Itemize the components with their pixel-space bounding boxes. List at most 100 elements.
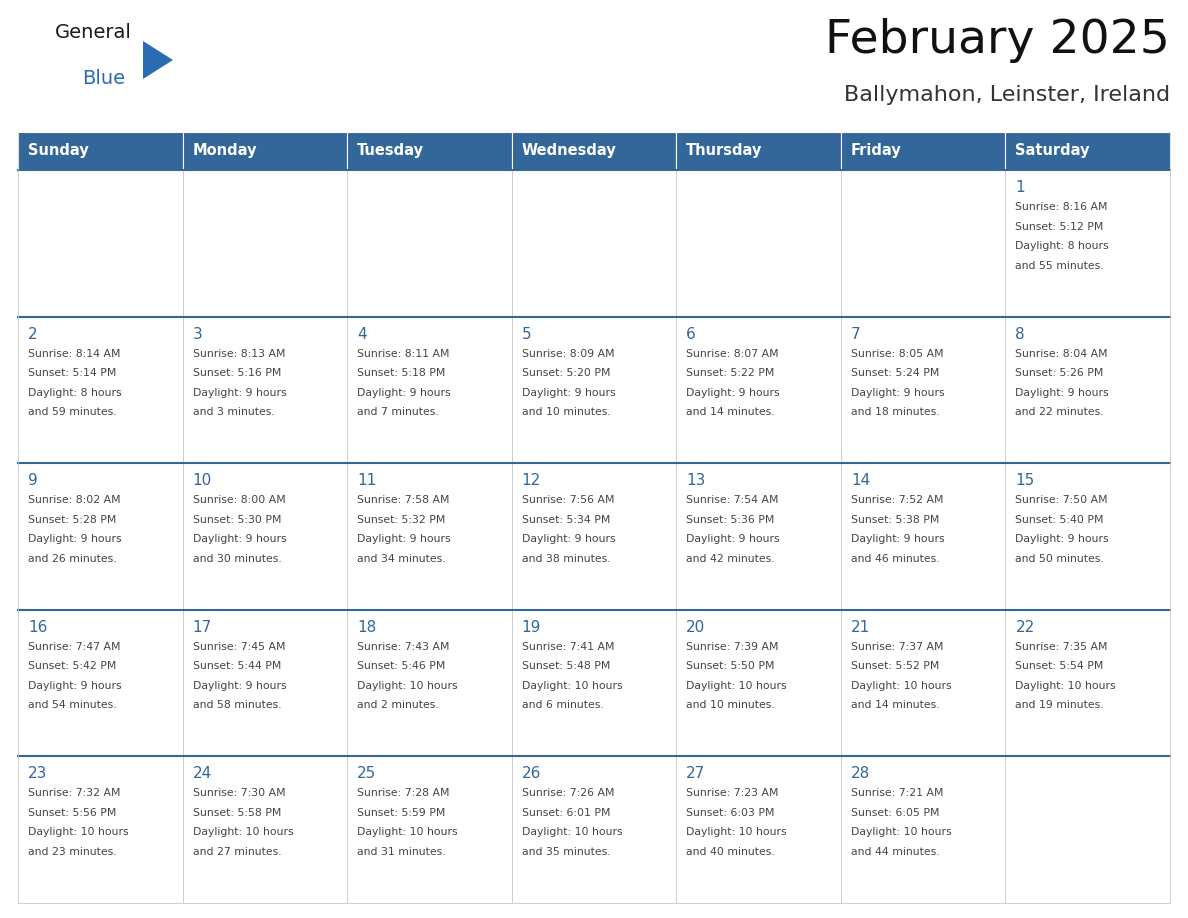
Bar [512, 756, 676, 903]
Text: Daylight: 10 hours: Daylight: 10 hours [1016, 681, 1116, 691]
Bar [18, 464, 183, 610]
Bar [18, 756, 183, 903]
Text: Sunset: 5:54 PM: Sunset: 5:54 PM [1016, 661, 1104, 671]
Text: Sunset: 5:16 PM: Sunset: 5:16 PM [192, 368, 280, 378]
Bar [512, 610, 676, 756]
Text: Sunset: 5:52 PM: Sunset: 5:52 PM [851, 661, 940, 671]
Text: Sunrise: 8:16 AM: Sunrise: 8:16 AM [1016, 202, 1108, 212]
Text: Daylight: 10 hours: Daylight: 10 hours [522, 827, 623, 837]
Text: 13: 13 [687, 473, 706, 488]
Text: Sunset: 5:18 PM: Sunset: 5:18 PM [358, 368, 446, 378]
Text: Sunset: 5:22 PM: Sunset: 5:22 PM [687, 368, 775, 378]
Text: Daylight: 10 hours: Daylight: 10 hours [687, 681, 786, 691]
Text: 5: 5 [522, 327, 531, 341]
Bar [676, 464, 841, 610]
Bar [841, 317, 1005, 464]
Bar [512, 464, 676, 610]
Text: and 31 minutes.: and 31 minutes. [358, 847, 446, 856]
Text: and 23 minutes.: and 23 minutes. [29, 847, 116, 856]
Text: Sunrise: 8:00 AM: Sunrise: 8:00 AM [192, 495, 285, 505]
Text: Daylight: 9 hours: Daylight: 9 hours [192, 387, 286, 397]
Text: Monday: Monday [192, 143, 257, 159]
Text: 26: 26 [522, 767, 541, 781]
Text: 7: 7 [851, 327, 860, 341]
Text: Sunrise: 8:04 AM: Sunrise: 8:04 AM [1016, 349, 1108, 359]
Text: Ballymahon, Leinster, Ireland: Ballymahon, Leinster, Ireland [843, 85, 1170, 105]
Bar [183, 317, 347, 464]
Text: Sunset: 5:48 PM: Sunset: 5:48 PM [522, 661, 611, 671]
Text: 1: 1 [1016, 180, 1025, 195]
Bar [1005, 756, 1170, 903]
Text: and 14 minutes.: and 14 minutes. [851, 700, 940, 711]
Text: Sunset: 5:20 PM: Sunset: 5:20 PM [522, 368, 611, 378]
Text: and 50 minutes.: and 50 minutes. [1016, 554, 1104, 564]
Text: Sunrise: 7:47 AM: Sunrise: 7:47 AM [29, 642, 120, 652]
Bar [676, 610, 841, 756]
Text: and 27 minutes.: and 27 minutes. [192, 847, 282, 856]
Polygon shape [143, 41, 173, 79]
Bar [347, 132, 512, 170]
Text: and 18 minutes.: and 18 minutes. [851, 407, 940, 417]
Text: Sunrise: 7:32 AM: Sunrise: 7:32 AM [29, 789, 120, 799]
Text: Sunrise: 7:21 AM: Sunrise: 7:21 AM [851, 789, 943, 799]
Text: Sunset: 5:34 PM: Sunset: 5:34 PM [522, 515, 611, 525]
Text: and 2 minutes.: and 2 minutes. [358, 700, 438, 711]
Text: Sunset: 6:05 PM: Sunset: 6:05 PM [851, 808, 940, 818]
Text: Tuesday: Tuesday [358, 143, 424, 159]
Text: Daylight: 9 hours: Daylight: 9 hours [522, 534, 615, 544]
Text: and 6 minutes.: and 6 minutes. [522, 700, 604, 711]
Text: Sunset: 5:40 PM: Sunset: 5:40 PM [1016, 515, 1104, 525]
Text: Sunset: 5:14 PM: Sunset: 5:14 PM [29, 368, 116, 378]
Text: Daylight: 9 hours: Daylight: 9 hours [358, 534, 450, 544]
Text: 15: 15 [1016, 473, 1035, 488]
Text: 21: 21 [851, 620, 870, 635]
Text: 22: 22 [1016, 620, 1035, 635]
Text: Sunset: 5:32 PM: Sunset: 5:32 PM [358, 515, 446, 525]
Text: Sunrise: 8:14 AM: Sunrise: 8:14 AM [29, 349, 120, 359]
Text: and 38 minutes.: and 38 minutes. [522, 554, 611, 564]
Text: Daylight: 9 hours: Daylight: 9 hours [522, 387, 615, 397]
Text: and 44 minutes.: and 44 minutes. [851, 847, 940, 856]
Text: 8: 8 [1016, 327, 1025, 341]
Text: Sunset: 5:42 PM: Sunset: 5:42 PM [29, 661, 116, 671]
Text: Sunrise: 7:30 AM: Sunrise: 7:30 AM [192, 789, 285, 799]
Text: Sunset: 5:12 PM: Sunset: 5:12 PM [1016, 221, 1104, 231]
Text: Sunday: Sunday [29, 143, 89, 159]
Text: 25: 25 [358, 767, 377, 781]
Text: Sunset: 5:36 PM: Sunset: 5:36 PM [687, 515, 775, 525]
Bar [841, 610, 1005, 756]
Text: Sunrise: 8:09 AM: Sunrise: 8:09 AM [522, 349, 614, 359]
Bar [1005, 464, 1170, 610]
Text: Daylight: 9 hours: Daylight: 9 hours [1016, 534, 1110, 544]
Text: Sunset: 6:01 PM: Sunset: 6:01 PM [522, 808, 611, 818]
Bar [18, 317, 183, 464]
Bar [512, 317, 676, 464]
Bar [676, 756, 841, 903]
Text: Daylight: 9 hours: Daylight: 9 hours [1016, 387, 1110, 397]
Bar [841, 132, 1005, 170]
Text: and 59 minutes.: and 59 minutes. [29, 407, 116, 417]
Text: Thursday: Thursday [687, 143, 763, 159]
Text: Daylight: 9 hours: Daylight: 9 hours [29, 681, 121, 691]
Bar [1005, 610, 1170, 756]
Text: 28: 28 [851, 767, 870, 781]
Text: Daylight: 9 hours: Daylight: 9 hours [851, 387, 944, 397]
Text: Sunset: 5:28 PM: Sunset: 5:28 PM [29, 515, 116, 525]
Text: Sunset: 5:38 PM: Sunset: 5:38 PM [851, 515, 940, 525]
Text: Wednesday: Wednesday [522, 143, 617, 159]
Text: Sunrise: 7:43 AM: Sunrise: 7:43 AM [358, 642, 449, 652]
Bar [183, 610, 347, 756]
Text: Daylight: 9 hours: Daylight: 9 hours [192, 681, 286, 691]
Text: 4: 4 [358, 327, 367, 341]
Text: Sunrise: 7:54 AM: Sunrise: 7:54 AM [687, 495, 779, 505]
Bar [347, 170, 512, 317]
Text: 9: 9 [29, 473, 38, 488]
Text: Sunset: 5:30 PM: Sunset: 5:30 PM [192, 515, 282, 525]
Text: General: General [55, 23, 132, 42]
Bar [183, 132, 347, 170]
Text: Daylight: 10 hours: Daylight: 10 hours [358, 827, 457, 837]
Text: Blue: Blue [82, 69, 125, 88]
Text: 24: 24 [192, 767, 211, 781]
Text: 12: 12 [522, 473, 541, 488]
Text: 3: 3 [192, 327, 202, 341]
